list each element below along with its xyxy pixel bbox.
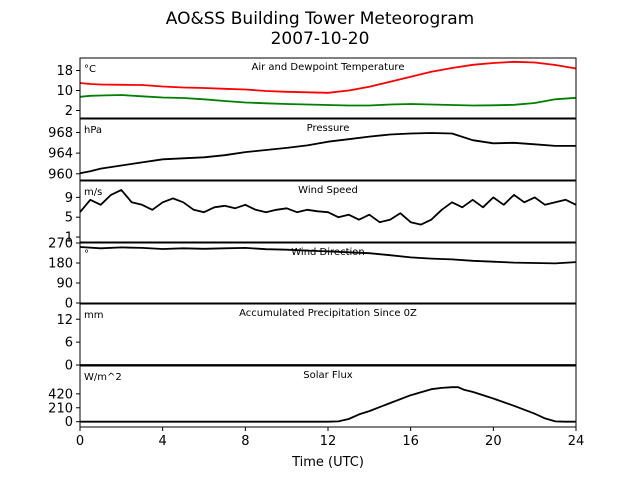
panel-4-series-1 [79,246,577,265]
panel-1-series-1 [79,60,577,94]
panel-4-title: Wind Direction [291,247,365,258]
x-tick-label: 12 [320,434,337,449]
panel-2-ytick-label: 968 [48,126,73,141]
x-tick-label: 24 [568,434,585,449]
chart-title: AO&SS Building Tower Meteorogram [166,9,474,29]
panel-3-ytick-label: 9 [65,191,73,206]
panel-4-ytick-label: 270 [48,237,73,252]
panel-5-ytick-label: 12 [56,313,73,328]
panel-5-ytick-label: 0 [65,359,73,374]
panel-1-frame [79,57,577,119]
panel-3: 1 5 9 m/s Wind Speed [65,180,577,246]
panel-2-title: Pressure [307,123,350,134]
panel-2: 960 964 968 hPa Pressure [48,118,577,182]
panel-3-ytick-label: 5 [65,211,73,226]
panel-1-series-2 [79,94,577,107]
x-tick-label: 20 [485,434,502,449]
x-tick-label: 0 [76,434,84,449]
panel-1-title: Air and Dewpoint Temperature [252,62,405,73]
panel-6-unit: W/m^2 [84,372,122,383]
x-tick-label: 8 [241,434,249,449]
panel-2-ytick-label: 960 [48,167,73,182]
panel-2-unit: hPa [84,125,102,136]
panel-5-ytick-label: 6 [65,336,73,351]
panel-4-ytick-label: 180 [48,257,73,272]
panel-1-ytick-label: 18 [56,64,73,79]
panel-6-series-1 [80,386,576,423]
panel-1-ytick-label: 10 [56,84,73,99]
panel-4-frame [79,242,577,304]
panel-5-frame [79,303,577,366]
panel-6-ytick-label: 210 [48,401,73,416]
panel-6-title: Solar Flux [303,370,353,381]
panel-6-ytick-label: 0 [65,415,73,430]
panel-3-series-1 [79,188,577,226]
x-axis-label: Time (UTC) [291,455,364,470]
panel-2-series-1 [79,132,576,175]
x-tick-label: 4 [159,434,167,449]
panel-5-title: Accumulated Precipitation Since 0Z [239,308,417,319]
panel-3-unit: m/s [84,187,102,198]
panel-2-ytick-label: 964 [48,147,73,162]
panel-3-title: Wind Speed [298,185,358,196]
panel-3-ytick-label: 1 [65,231,73,246]
chart-date: 2007-10-20 [271,29,370,49]
x-tick-label: 16 [402,434,419,449]
panel-5-unit: mm [84,310,103,321]
x-axis: 0 4 8 12 16 20 24 [76,427,584,449]
panel-1: 2 10 18 °C Air and Dewpoint Temperature [56,57,577,119]
panel-4-ytick-label: 0 [65,297,73,312]
panel-3-frame [79,180,577,243]
panel-6-ytick-label: 420 [48,387,73,402]
panel-2-frame [79,118,577,181]
panel-5: 0 6 12 mm Accumulated Precipitation Since 0Z [56,303,577,374]
panel-4-ytick-label: 90 [56,277,73,292]
panel-1-unit: °C [84,64,96,75]
panel-4-unit: ° [84,249,89,260]
panel-4: 0 90 180 270 ° Wind Direction [48,237,577,312]
panel-1-ytick-label: 2 [65,104,73,119]
